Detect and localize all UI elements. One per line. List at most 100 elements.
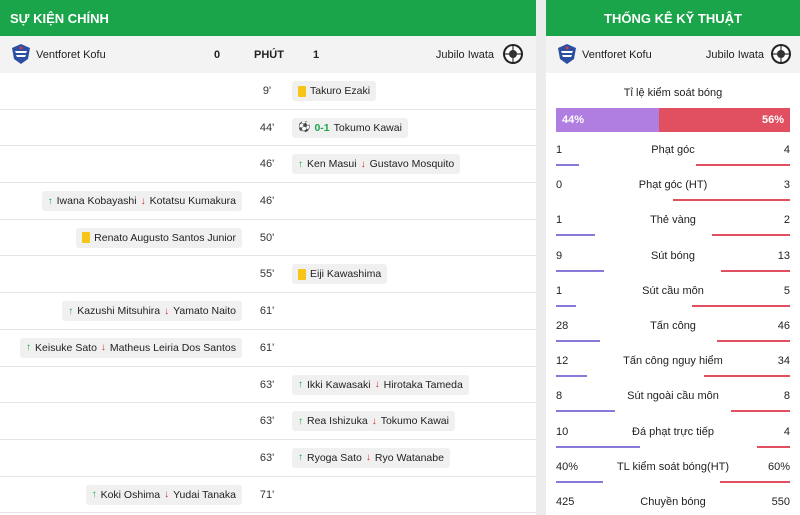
possession-away: 56%	[658, 108, 790, 132]
stat-away-bar	[712, 234, 790, 237]
event-chip[interactable]: ⚽ 0-1 Tokumo Kawai	[292, 117, 408, 138]
stat-label: Phạt góc	[651, 144, 695, 156]
stat-home-value: 0	[556, 179, 563, 192]
stat-away-value: 60%	[767, 460, 790, 473]
stat-row: 40% TL kiểm soát bóng(HT) 60%	[546, 453, 800, 488]
sub-out-player: Yudai Tanaka	[173, 488, 236, 501]
event-chip[interactable]: ↑ Ryoga Sato ↓ Ryo Watanabe	[292, 447, 450, 468]
event-chip[interactable]: ↑ Ken Masui ↓ Gustavo Mosquito	[292, 154, 461, 175]
stat-row: 0 Phạt góc (HT) 3	[546, 171, 800, 206]
stat-label: Sút ngoài cầu môn	[627, 390, 719, 403]
event-minute: 46'	[259, 158, 275, 171]
stats-teams-bar: Ventforet Kofu Jubilo Iwata	[546, 36, 800, 73]
sub-out-player: Matheus Leiria Dos Santos	[109, 341, 236, 354]
event-chip[interactable]: ↑ Keisuke Sato ↓ Matheus Leiria Dos Santos	[20, 337, 242, 358]
stat-home-bar	[556, 269, 604, 272]
stat-away-value: 34	[777, 355, 790, 368]
home-team-name[interactable]: Ventforet Kofu	[36, 49, 106, 61]
stat-away-value: 5	[783, 284, 790, 297]
stat-away-bar	[704, 375, 790, 378]
event-minute: 61'	[259, 305, 275, 318]
sub-out-arrow-icon: ↓	[374, 379, 380, 390]
stat-home-bar	[556, 164, 579, 166]
event-chip[interactable]: Takuro Ezaki	[292, 81, 377, 101]
sub-in-arrow-icon: ↑	[298, 415, 303, 427]
event-chip[interactable]: ↑ Iwana Kobayashi ↓ Kotatsu Kumakura	[41, 191, 242, 212]
ventforet-crest-icon	[556, 43, 578, 65]
stats-home-team[interactable]: Ventforet Kofu	[582, 49, 652, 61]
possession-home: 44%	[556, 108, 659, 132]
stats-header: THỐNG KÊ KỸ THUẬT	[546, 0, 800, 36]
stat-label: Tấn công	[650, 319, 696, 332]
stat-home-bar	[556, 480, 603, 483]
goal-ball-icon: ⚽	[298, 122, 311, 134]
stat-away-bar	[696, 164, 790, 166]
event-minute: 55'	[259, 268, 275, 281]
stat-label: Thẻ vàng	[650, 214, 696, 227]
sub-in-player: Ryoga Sato	[307, 451, 362, 464]
stat-row: 1 Phạt góc 4	[546, 136, 800, 171]
stat-home-value: 8	[556, 390, 563, 403]
stat-label: Sút bóng	[650, 249, 696, 262]
event-player: Eiji Kawashima	[310, 268, 382, 281]
jubilo-crest-icon	[502, 43, 524, 65]
events-title: SỰ KIỆN CHÍNH	[10, 10, 109, 26]
yellow-card-icon	[82, 232, 91, 244]
sub-in-arrow-icon: ↑	[26, 342, 32, 354]
stats-panel: THỐNG KÊ KỸ THUẬT Ventforet Kofu Jubilo …	[546, 0, 800, 515]
stat-away-value: 3	[783, 179, 790, 192]
stat-label: Phạt góc (HT)	[638, 179, 708, 192]
event-minute: 61'	[259, 341, 275, 354]
stat-away-value: 4	[783, 144, 790, 156]
stat-home-bar	[556, 234, 595, 237]
event-chip[interactable]: ↑ Kazushi Mitsuhira ↓ Yamato Naito	[62, 301, 242, 322]
event-chip[interactable]: Renato Augusto Santos Junior	[76, 227, 242, 248]
stat-label: TL kiểm soát bóng(HT)	[616, 460, 730, 473]
events-list: 9' Takuro Ezaki 44' ⚽ 0-1 Tokumo Kawai 46' ↑ Ken…	[0, 73, 536, 514]
event-row: 71' ↑ Koki Oshima ↓ Yudai Tanaka	[0, 477, 536, 514]
event-player: Renato Augusto Santos Junior	[94, 231, 236, 244]
event-chip[interactable]: ↑ Koki Oshima ↓ Yudai Tanaka	[85, 484, 242, 505]
stat-home-bar	[556, 304, 576, 307]
sub-out-arrow-icon: ↓	[360, 158, 366, 170]
event-player: Tokumo Kawai	[333, 121, 402, 134]
event-player: Takuro Ezaki	[310, 85, 371, 97]
sub-out-arrow-icon: ↓	[100, 342, 106, 354]
stat-home-value: 425	[556, 495, 575, 508]
away-team-name[interactable]: Jubilo Iwata	[435, 49, 494, 61]
event-minute: 63'	[259, 451, 275, 464]
stat-away-value: 4	[783, 425, 790, 438]
stat-home-value: 28	[556, 319, 569, 332]
stat-row: 9 Sút bóng 13	[546, 242, 800, 277]
stat-row: 8 Sút ngoài cầu môn 8	[546, 382, 800, 417]
goal-score: 0-1	[314, 121, 330, 134]
stat-home-value: 1	[556, 214, 563, 227]
ventforet-crest-icon	[10, 43, 32, 65]
sub-out-player: Ryo Watanabe	[374, 451, 444, 464]
event-chip[interactable]: ↑ Rea Ishizuka ↓ Tokumo Kawai	[292, 411, 455, 432]
stat-away-bar	[720, 480, 790, 483]
event-minute: 46'	[259, 195, 275, 208]
sub-in-player: Ken Masui	[307, 158, 357, 171]
sub-in-arrow-icon: ↑	[298, 379, 303, 390]
stats-away-team[interactable]: Jubilo Iwata	[705, 49, 764, 61]
event-row: 46' ↑ Ken Masui ↓ Gustavo Mosquito	[0, 146, 536, 184]
home-score: 0	[214, 49, 221, 61]
main-events-panel: SỰ KIỆN CHÍNH Ventforet Kofu 0 PHÚT 1 Ju…	[0, 0, 536, 515]
event-chip[interactable]: Eiji Kawashima	[292, 264, 388, 285]
stat-home-value: 10	[556, 425, 569, 438]
possession-label: Tỉ lệ kiểm soát bóng	[623, 87, 723, 99]
sub-in-player: Koki Oshima	[100, 488, 161, 501]
event-chip[interactable]: ↑ Ikki Kawasaki ↓ Hirotaka Tameda	[292, 374, 469, 395]
stat-label: Chuyền bóng	[640, 495, 706, 508]
stat-away-bar	[717, 339, 790, 342]
event-row: 50' Renato Augusto Santos Junior	[0, 220, 536, 257]
stat-row: 28 Tấn công 46	[546, 312, 800, 347]
sub-out-player: Gustavo Mosquito	[369, 158, 455, 171]
sub-in-arrow-icon: ↑	[68, 305, 74, 317]
stat-home-bar	[556, 375, 587, 378]
sub-out-arrow-icon: ↓	[371, 415, 377, 427]
event-row: 63' ↑ Ryoga Sato ↓ Ryo Watanabe	[0, 440, 536, 477]
sub-out-player: Kotatsu Kumakura	[149, 195, 236, 208]
sub-in-player: Rea Ishizuka	[307, 415, 368, 428]
